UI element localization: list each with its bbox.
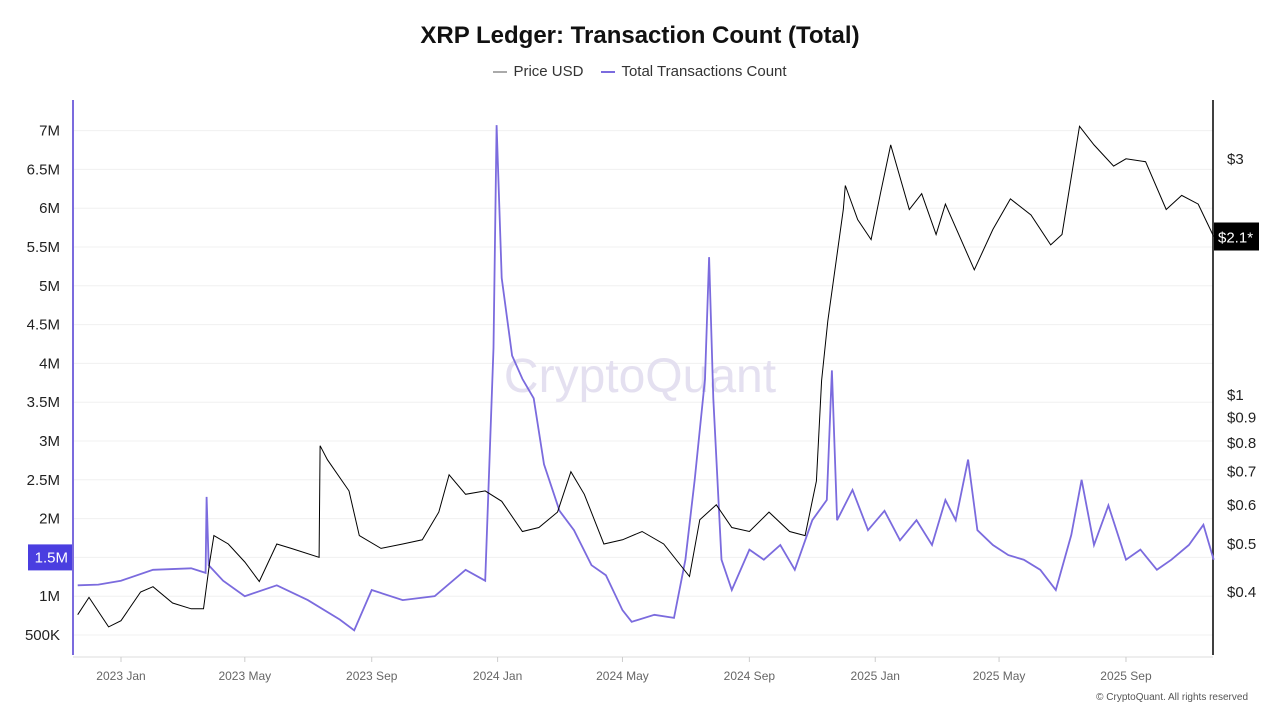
left-axis-tick-label: 6M (39, 200, 60, 217)
right-axis-tick-label: $1 (1227, 387, 1244, 404)
x-axis-tick-label: 2025 Sep (1100, 669, 1152, 683)
left-axis-tick-label: 1M (39, 588, 60, 605)
left-axis-tick-label: 2.5M (27, 472, 60, 489)
left-axis-highlight-box (28, 544, 72, 571)
right-axis-tick-label: $0.5 (1227, 536, 1256, 553)
x-axis-tick-label: 2024 Jan (473, 669, 522, 683)
left-axis-tick-label: 6.5M (27, 161, 60, 178)
right-axis-tick-label: $3 (1227, 151, 1244, 168)
series-line-transactions (77, 125, 1215, 632)
left-axis-tick-label: 5M (39, 278, 60, 295)
legend-label-price: Price USD (513, 63, 584, 80)
chart-title: XRP Ledger: Transaction Count (Total) (420, 22, 860, 49)
left-axis-tick-label: 2M (39, 511, 60, 528)
left-axis-tick-label: 7M (39, 123, 60, 140)
legend-swatch-transactions (601, 70, 616, 73)
legend: Price USD Total Transactions Count (0, 63, 1280, 80)
watermark: CryptoQuant (504, 350, 776, 403)
x-axis-tick-label: 2024 May (596, 669, 649, 683)
legend-label-transactions: Total Transactions Count (621, 63, 787, 80)
left-axis-tick-label: 4M (39, 355, 60, 372)
right-axis-current-label: $2.1* (1218, 230, 1253, 247)
right-axis-tick-label: $0.8 (1227, 435, 1256, 452)
x-axis-tick-label: 2025 Jan (851, 669, 900, 683)
x-axis-tick-label: 2024 Sep (724, 669, 776, 683)
x-axis-tick-label: 2025 May (973, 669, 1026, 683)
left-axis-highlight-label: 1.5M (35, 549, 68, 566)
right-axis-tick-label: $0.9 (1227, 410, 1256, 427)
left-axis-tick-label: 4.5M (27, 317, 60, 334)
right-axis-current-box (1214, 222, 1259, 251)
left-axis-tick-label: 5.5M (27, 239, 60, 256)
left-axis-tick-label: 500K (25, 627, 60, 644)
right-axis-tick-label: $0.7 (1227, 464, 1256, 481)
right-axis-tick-label: $0.4 (1227, 584, 1256, 601)
legend-swatch-price (493, 70, 508, 73)
copyright: © CryptoQuant. All rights reserved (1096, 692, 1248, 703)
x-axis-tick-label: 2023 Jan (96, 669, 145, 683)
legend-item-price[interactable]: Price USD (493, 63, 583, 80)
series-line-price (77, 125, 1215, 628)
right-axis-tick-label: $0.6 (1227, 497, 1256, 514)
x-axis-tick-label: 2023 Sep (346, 669, 398, 683)
left-axis-tick-label: 3M (39, 433, 60, 450)
legend-item-transactions[interactable]: Total Transactions Count (601, 63, 787, 80)
left-axis-tick-label: 3.5M (27, 394, 60, 411)
x-axis-tick-label: 2023 May (218, 669, 271, 683)
